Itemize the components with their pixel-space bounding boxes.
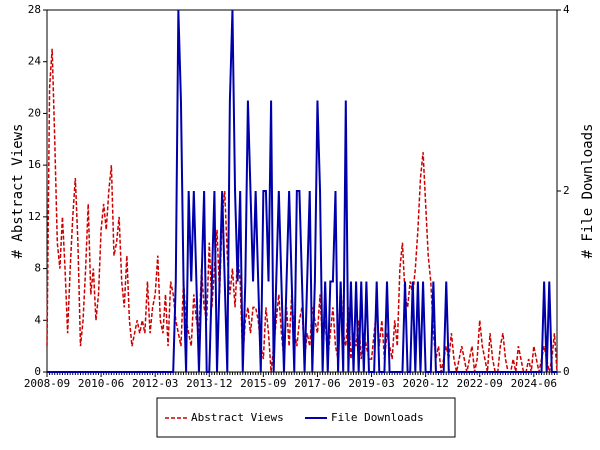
legend-label: Abstract Views (191, 411, 284, 424)
x-tick-label: 2017-06 (294, 377, 340, 390)
x-tick-label: 2019-03 (348, 377, 394, 390)
y-tick-label: 0 (34, 365, 41, 378)
series-line (46, 48, 558, 373)
y-tick-label: 20 (28, 106, 41, 119)
y-tick-label: 8 (34, 262, 41, 275)
y2-tick-label: 2 (563, 184, 570, 197)
y-axis-title: # Abstract Views (10, 124, 26, 259)
y-tick-label: 4 (34, 313, 41, 326)
x-tick-label: 2020-12 (402, 377, 448, 390)
y-tick-label: 16 (28, 158, 41, 171)
legend-label: File Downloads (331, 411, 424, 424)
y2-axis-title: # File Downloads (580, 124, 596, 259)
x-tick-label: 2010-06 (78, 377, 124, 390)
series-line (47, 9, 557, 373)
x-tick-label: 2008-09 (24, 377, 70, 390)
y2-tick-label: 4 (563, 3, 570, 16)
y-tick-label: 24 (28, 55, 42, 68)
y2-tick-label: 0 (563, 365, 570, 378)
y-tick-label: 28 (28, 3, 41, 16)
x-tick-label: 2022-09 (457, 377, 503, 390)
y-tick-label: 12 (28, 210, 41, 223)
x-tick-label: 2024-06 (511, 377, 557, 390)
x-tick-label: 2013-12 (186, 377, 232, 390)
x-tick-label: 2015-09 (240, 377, 286, 390)
x-tick-label: 2012-03 (132, 377, 178, 390)
